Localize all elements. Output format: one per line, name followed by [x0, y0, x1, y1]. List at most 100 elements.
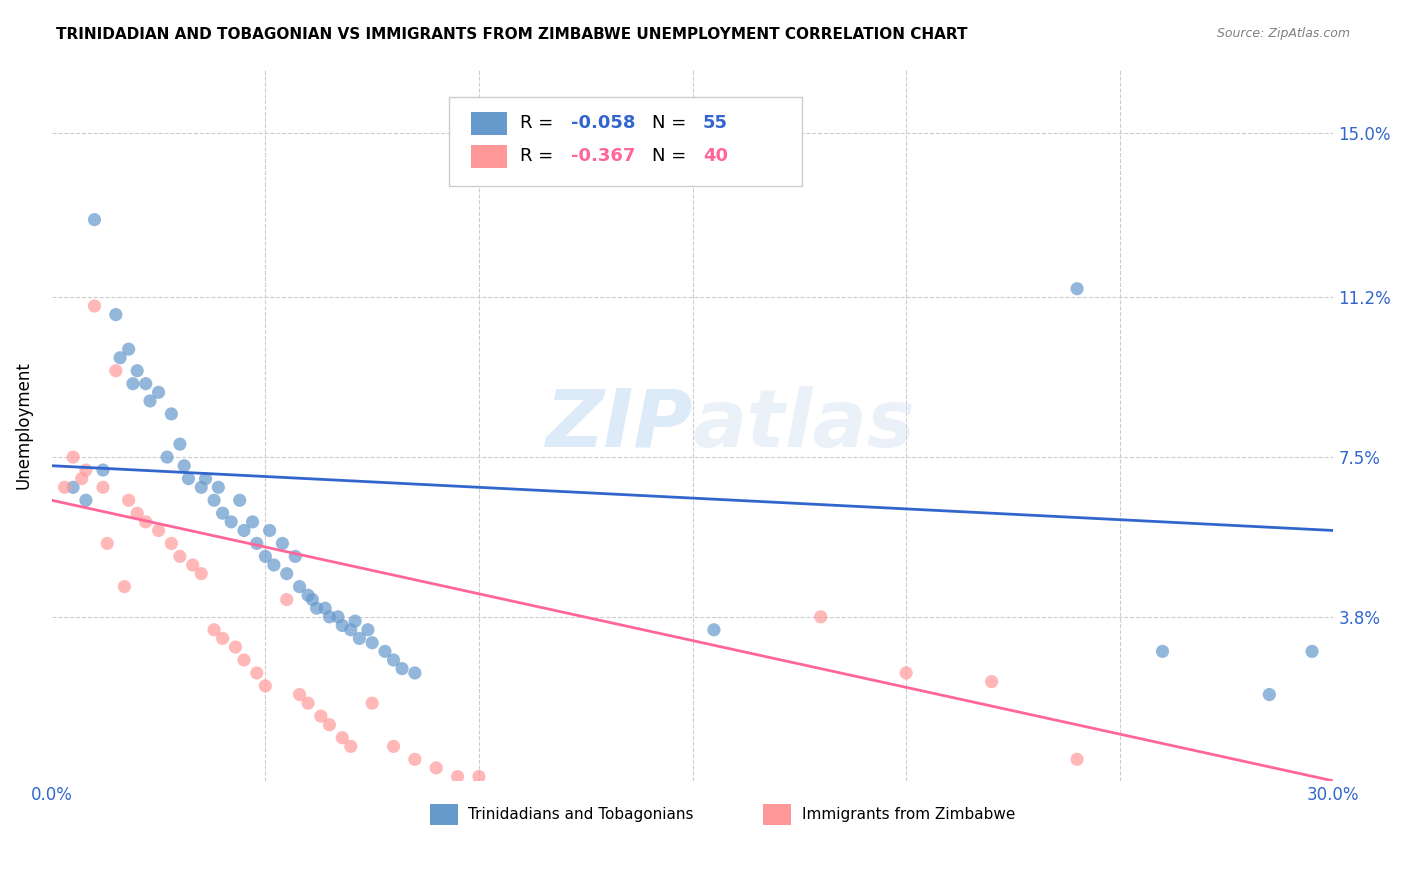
Y-axis label: Unemployment: Unemployment — [15, 360, 32, 489]
Point — [330, 731, 353, 745]
Point — [318, 718, 340, 732]
Point — [62, 450, 84, 464]
Point — [314, 601, 336, 615]
Point — [190, 480, 212, 494]
Point — [83, 299, 105, 313]
Point — [425, 761, 447, 775]
Point — [112, 580, 135, 594]
Point — [896, 665, 918, 680]
Text: -0.367: -0.367 — [571, 147, 636, 165]
Point — [382, 653, 405, 667]
Point — [70, 472, 93, 486]
Point — [810, 610, 832, 624]
Bar — [763, 804, 792, 825]
Point — [1066, 282, 1088, 296]
Point — [148, 385, 170, 400]
Point — [242, 515, 264, 529]
Text: R =: R = — [520, 114, 558, 132]
Point — [404, 665, 426, 680]
Point — [980, 674, 1002, 689]
Point — [127, 506, 149, 520]
Point — [117, 342, 139, 356]
Point — [344, 614, 367, 628]
Point — [318, 610, 340, 624]
Point — [91, 480, 114, 494]
Point — [207, 480, 229, 494]
Point — [391, 662, 413, 676]
Point — [271, 536, 294, 550]
Point — [127, 364, 149, 378]
Text: atlas: atlas — [693, 385, 915, 464]
Point — [224, 640, 246, 654]
Point — [148, 524, 170, 538]
Point — [284, 549, 307, 564]
Point — [357, 623, 380, 637]
Point — [219, 515, 242, 529]
Point — [361, 636, 384, 650]
Point — [160, 407, 183, 421]
Point — [468, 770, 491, 784]
Point — [382, 739, 405, 754]
Point — [91, 463, 114, 477]
Point — [177, 472, 200, 486]
Point — [104, 308, 127, 322]
Point — [404, 752, 426, 766]
Point — [233, 653, 256, 667]
Point — [194, 472, 217, 486]
Point — [104, 364, 127, 378]
Point — [139, 394, 162, 409]
Point — [202, 623, 225, 637]
Point — [173, 458, 195, 473]
Point — [156, 450, 179, 464]
Point — [202, 493, 225, 508]
Point — [297, 588, 319, 602]
Bar — [471, 145, 506, 168]
Point — [1258, 688, 1281, 702]
Point — [254, 549, 277, 564]
Point — [276, 592, 298, 607]
Point — [181, 558, 204, 572]
Point — [246, 665, 269, 680]
Text: TRINIDADIAN AND TOBAGONIAN VS IMMIGRANTS FROM ZIMBABWE UNEMPLOYMENT CORRELATION : TRINIDADIAN AND TOBAGONIAN VS IMMIGRANTS… — [56, 27, 967, 42]
Point — [326, 610, 349, 624]
Point — [135, 376, 157, 391]
Point — [703, 623, 725, 637]
Point — [288, 580, 311, 594]
Text: ZIP: ZIP — [546, 385, 693, 464]
Point — [53, 480, 76, 494]
Point — [211, 632, 233, 646]
Point — [1301, 644, 1323, 658]
Point — [83, 212, 105, 227]
Point — [340, 739, 363, 754]
Point — [330, 618, 353, 632]
Point — [1066, 752, 1088, 766]
Point — [259, 524, 281, 538]
Point — [254, 679, 277, 693]
Point — [169, 437, 191, 451]
Bar — [471, 112, 506, 135]
Point — [297, 696, 319, 710]
Point — [263, 558, 285, 572]
Text: R =: R = — [520, 147, 558, 165]
Point — [446, 770, 468, 784]
Point — [96, 536, 118, 550]
Point — [361, 696, 384, 710]
Point — [246, 536, 269, 550]
Point — [169, 549, 191, 564]
Point — [305, 601, 328, 615]
Point — [62, 480, 84, 494]
Text: -0.058: -0.058 — [571, 114, 636, 132]
Point — [374, 644, 396, 658]
Point — [160, 536, 183, 550]
Point — [233, 524, 256, 538]
Text: N =: N = — [651, 147, 692, 165]
Point — [229, 493, 252, 508]
Text: Immigrants from Zimbabwe: Immigrants from Zimbabwe — [801, 807, 1015, 822]
Text: 40: 40 — [703, 147, 728, 165]
Point — [340, 623, 363, 637]
Bar — [430, 804, 458, 825]
Text: 55: 55 — [703, 114, 728, 132]
Point — [108, 351, 131, 365]
Point — [75, 463, 97, 477]
Point — [211, 506, 233, 520]
